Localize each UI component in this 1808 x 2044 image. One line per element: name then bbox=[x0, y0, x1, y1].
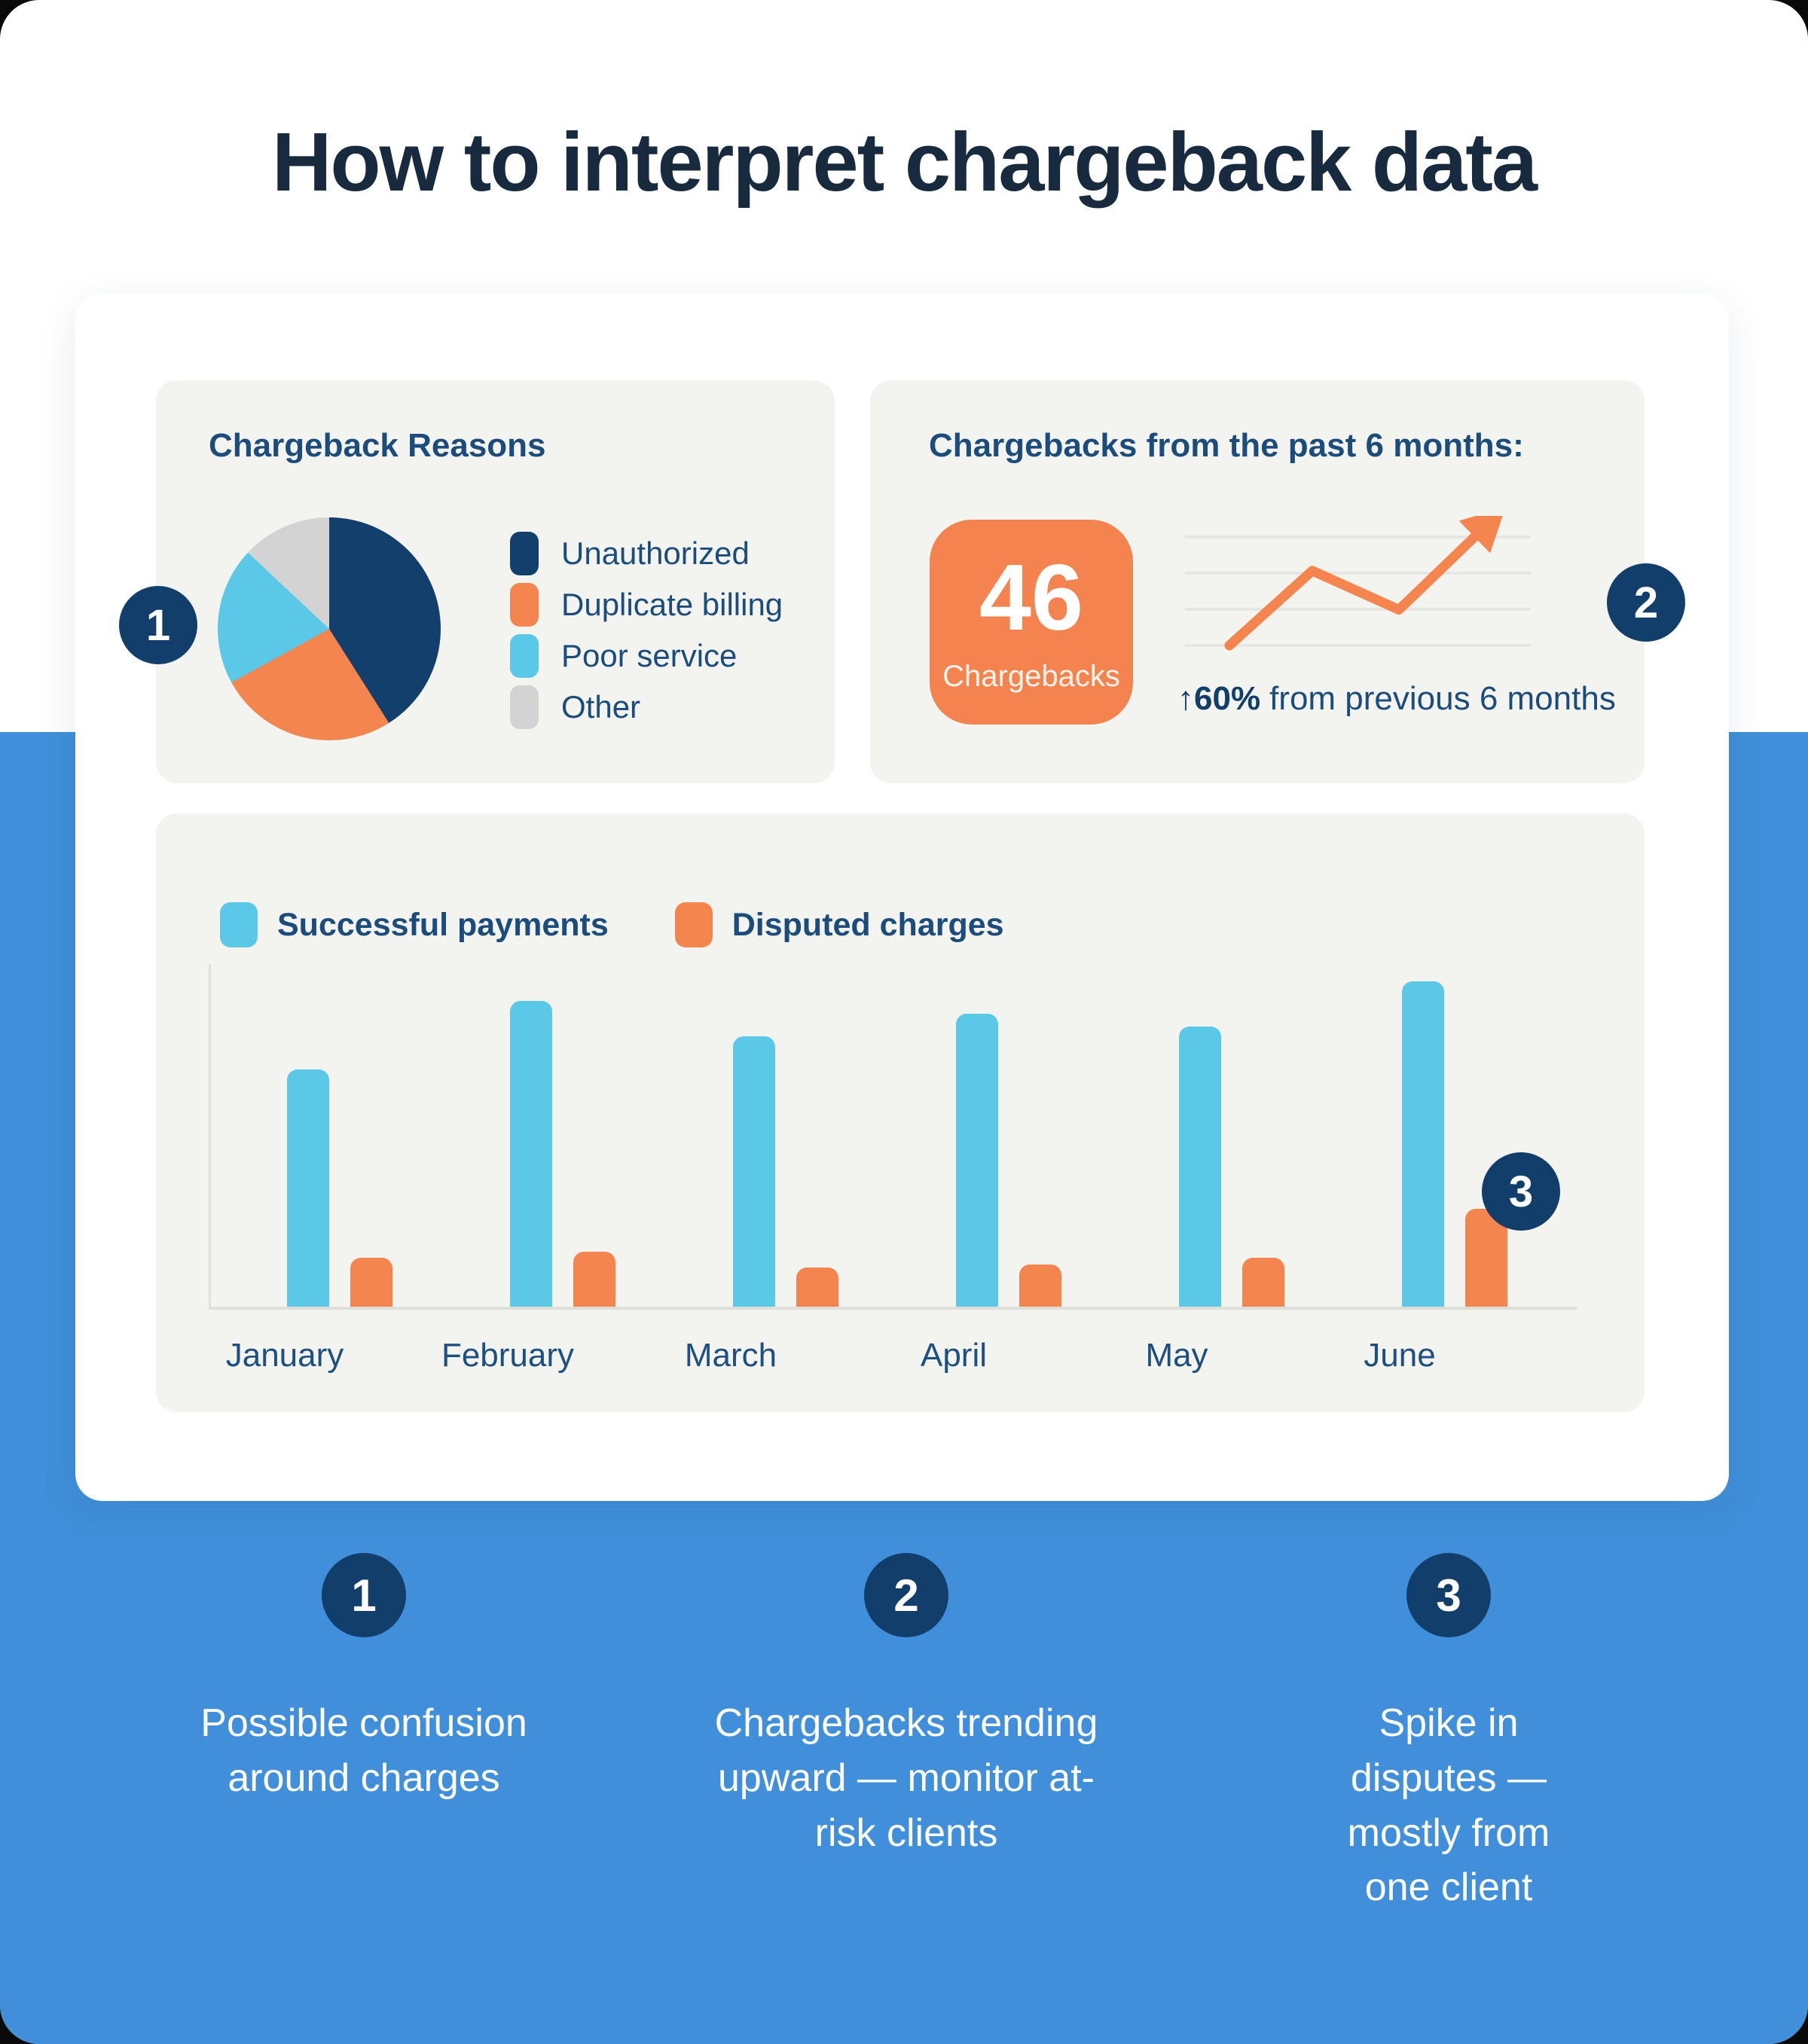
chargeback-reasons-card: Chargeback Reasons Unauthorized Duplicate… bbox=[156, 380, 835, 783]
pie-legend-item: Duplicate billing bbox=[510, 583, 783, 627]
takeaway-2-text: Chargebacks trending upward — monitor at… bbox=[714, 1701, 1098, 1855]
takeaway-3-number-badge: 3 bbox=[1406, 1553, 1491, 1637]
takeaways-section: 1 Possible confusion around charges 2 Ch… bbox=[93, 1553, 1720, 1915]
takeaway-2: 2 Chargebacks trending upward — monitor … bbox=[635, 1553, 1177, 1915]
bar-chart-legend: Successful payments Disputed charges bbox=[220, 902, 1004, 947]
takeaway-3-text: Spike in disputes — mostly from one clie… bbox=[1347, 1701, 1550, 1910]
legend-swatch-icon bbox=[510, 583, 539, 627]
trend-delta-text: from previous 6 months bbox=[1269, 680, 1616, 717]
legend-swatch-icon bbox=[510, 685, 539, 729]
legend-swatch-icon bbox=[674, 902, 713, 947]
takeaway-3: 3 Spike in disputes — mostly from one cl… bbox=[1177, 1553, 1720, 1915]
monthly-bars-card: Successful payments Disputed charges Janu… bbox=[156, 813, 1645, 1412]
legend-label: Successful payments bbox=[277, 906, 609, 943]
legend-label: Unauthorized bbox=[561, 535, 750, 571]
six-months-card: Chargebacks from the past 6 months: 46 C… bbox=[870, 380, 1645, 783]
pie-legend-item: Unauthorized bbox=[510, 532, 783, 575]
chargeback-reasons-pie-chart bbox=[218, 517, 441, 740]
up-arrow-icon: ↑ bbox=[1177, 680, 1194, 717]
bar-successful-january bbox=[287, 1069, 329, 1307]
bar-disputed-march bbox=[796, 1268, 838, 1307]
takeaway-2-number-badge: 2 bbox=[864, 1553, 948, 1637]
pie-legend-item: Poor service bbox=[510, 634, 783, 678]
legend-swatch-icon bbox=[510, 532, 539, 575]
dashboard-panel: Chargeback Reasons Unauthorized Duplicate… bbox=[75, 294, 1729, 1501]
takeaway-1: 1 Possible confusion around charges bbox=[93, 1553, 635, 1915]
takeaway-1-number-badge: 1 bbox=[322, 1553, 406, 1637]
bar-disputed-may bbox=[1242, 1258, 1284, 1307]
month-label-april: April bbox=[920, 1337, 988, 1374]
bar-legend-item: Successful payments bbox=[220, 902, 609, 947]
chargebacks-count-value: 46 bbox=[979, 545, 1083, 650]
trend-line bbox=[1224, 516, 1506, 651]
takeaway-1-text: Possible confusion around charges bbox=[200, 1701, 527, 1800]
trend-sparkline bbox=[1185, 516, 1531, 651]
month-label-february: February bbox=[441, 1337, 575, 1374]
six-months-card-title: Chargebacks from the past 6 months: bbox=[929, 427, 1524, 464]
month-label-june: June bbox=[1364, 1337, 1436, 1374]
pie-legend-item: Other bbox=[510, 685, 783, 729]
trend-caption: ↑60% from previous 6 months bbox=[1177, 680, 1616, 718]
chargebacks-count-tile: 46 Chargebacks bbox=[930, 520, 1133, 725]
pie-legend: Unauthorized Duplicate billing Poor servic… bbox=[510, 532, 783, 729]
bar-legend-item: Disputed charges bbox=[674, 902, 1004, 947]
legend-label: Duplicate billing bbox=[561, 587, 783, 622]
bar-disputed-february bbox=[573, 1252, 615, 1307]
legend-swatch-icon bbox=[510, 634, 539, 678]
legend-label: Disputed charges bbox=[731, 906, 1004, 943]
bar-chart-plot-area bbox=[209, 964, 1577, 1310]
page-title: How to interpret chargeback data bbox=[271, 116, 1538, 209]
bar-disputed-april bbox=[1019, 1265, 1061, 1307]
month-label-march: March bbox=[684, 1337, 777, 1374]
bar-successful-april bbox=[956, 1014, 998, 1307]
annotation-badge-1: 1 bbox=[119, 586, 197, 664]
legend-label: Poor service bbox=[561, 638, 738, 673]
bar-successful-may bbox=[1179, 1027, 1221, 1307]
month-label-january: January bbox=[225, 1337, 344, 1374]
annotation-badge-3: 3 bbox=[1482, 1152, 1560, 1231]
bar-disputed-january bbox=[350, 1258, 392, 1307]
chargebacks-count-label: Chargebacks bbox=[942, 659, 1120, 693]
trend-delta-value: 60% bbox=[1194, 680, 1261, 717]
bar-successful-march bbox=[733, 1036, 775, 1307]
pie-card-title: Chargeback Reasons bbox=[209, 427, 546, 464]
legend-swatch-icon bbox=[220, 902, 258, 947]
bar-successful-february bbox=[510, 1001, 552, 1307]
month-label-may: May bbox=[1145, 1337, 1208, 1374]
annotation-badge-2: 2 bbox=[1607, 563, 1685, 642]
legend-label: Other bbox=[561, 689, 641, 725]
bar-successful-june bbox=[1402, 981, 1444, 1307]
